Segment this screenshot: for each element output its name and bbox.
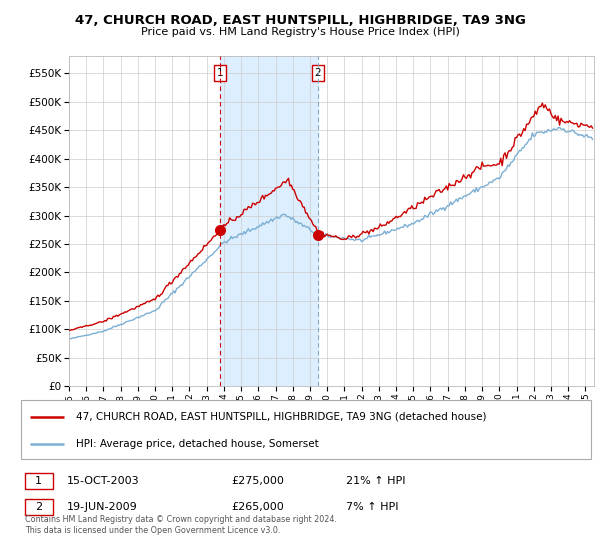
Text: 1: 1 <box>35 476 42 486</box>
Bar <box>220 56 318 386</box>
Text: 7% ↑ HPI: 7% ↑ HPI <box>346 502 399 512</box>
Text: 2: 2 <box>314 68 321 78</box>
Text: 15-OCT-2003: 15-OCT-2003 <box>67 476 140 486</box>
FancyBboxPatch shape <box>25 473 53 489</box>
Text: 19-JUN-2009: 19-JUN-2009 <box>67 502 138 512</box>
Text: Contains HM Land Registry data © Crown copyright and database right 2024.
This d: Contains HM Land Registry data © Crown c… <box>25 515 337 535</box>
Text: 1: 1 <box>217 68 224 78</box>
Text: HPI: Average price, detached house, Somerset: HPI: Average price, detached house, Some… <box>76 439 319 449</box>
Text: 47, CHURCH ROAD, EAST HUNTSPILL, HIGHBRIDGE, TA9 3NG (detached house): 47, CHURCH ROAD, EAST HUNTSPILL, HIGHBRI… <box>76 412 486 422</box>
Text: Price paid vs. HM Land Registry's House Price Index (HPI): Price paid vs. HM Land Registry's House … <box>140 27 460 37</box>
FancyBboxPatch shape <box>21 400 591 459</box>
Text: £265,000: £265,000 <box>231 502 284 512</box>
Text: £275,000: £275,000 <box>231 476 284 486</box>
Text: 21% ↑ HPI: 21% ↑ HPI <box>346 476 406 486</box>
Text: 2: 2 <box>35 502 42 512</box>
Text: 47, CHURCH ROAD, EAST HUNTSPILL, HIGHBRIDGE, TA9 3NG: 47, CHURCH ROAD, EAST HUNTSPILL, HIGHBRI… <box>74 14 526 27</box>
FancyBboxPatch shape <box>25 499 53 515</box>
